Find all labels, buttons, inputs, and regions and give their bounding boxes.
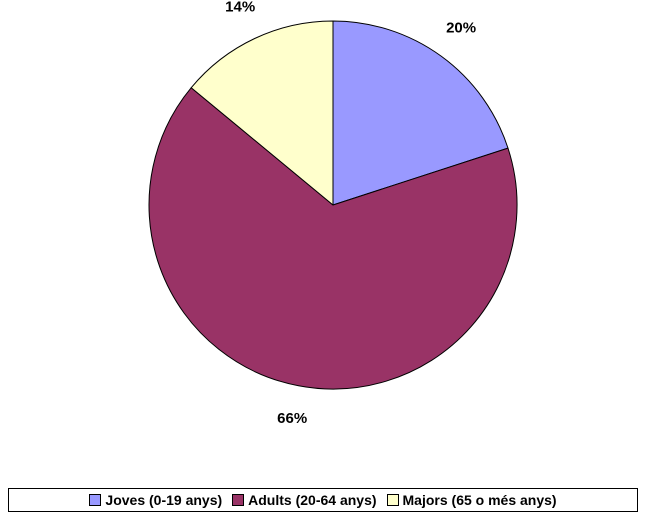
legend-swatch-joves: [89, 494, 102, 506]
data-label-majors: 14%: [225, 0, 255, 16]
legend-item-joves: Joves (0-19 anys): [89, 492, 222, 508]
data-label-adults: 66%: [277, 410, 307, 427]
legend-item-majors: Majors (65 o més anys): [386, 492, 557, 508]
pie-chart: 20% 66% 14%: [148, 0, 518, 427]
legend-label-adults: Adults (20-64 anys): [248, 492, 377, 508]
pie-slice-adults: [148, 87, 518, 390]
legend-item-adults: Adults (20-64 anys): [232, 492, 377, 508]
chart-legend: Joves (0-19 anys) Adults (20-64 anys) Ma…: [8, 488, 638, 512]
legend-swatch-majors: [386, 494, 399, 506]
legend-swatch-adults: [232, 494, 245, 506]
pie-slice-majors: [190, 20, 334, 206]
data-label-joves: 20%: [446, 20, 476, 37]
pie-slice-joves: [332, 20, 509, 206]
pie-slices: [148, 20, 518, 390]
legend-label-majors: Majors (65 o més anys): [402, 492, 557, 508]
legend-label-joves: Joves (0-19 anys): [105, 492, 223, 508]
pie-data-labels: 20% 66% 14%: [225, 0, 476, 427]
